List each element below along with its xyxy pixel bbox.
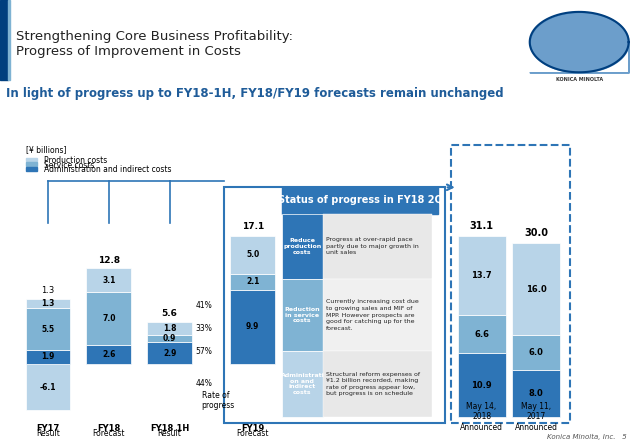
Text: FY18: FY18 [97,424,120,433]
Bar [282,187,438,214]
Text: 31.1: 31.1 [470,221,493,231]
Bar [458,354,506,417]
Bar [147,322,192,335]
Bar [230,274,275,290]
Text: May 11,
2017
Announced: May 11, 2017 Announced [515,402,557,431]
Bar [86,345,131,364]
Bar [224,187,445,424]
Bar [512,370,560,417]
Text: Administration and indirect costs: Administration and indirect costs [44,165,171,175]
Text: 33%: 33% [195,324,212,333]
Text: 1.8: 1.8 [163,324,177,333]
Text: May 14,
2018
Announced: May 14, 2018 Announced [460,402,503,431]
Bar [512,243,560,335]
Text: Konica Minolta, Inc.   5: Konica Minolta, Inc. 5 [547,434,627,440]
Bar [458,315,506,354]
Text: 8.0: 8.0 [529,389,543,398]
Text: 1.3: 1.3 [42,299,54,308]
Text: Structural reform expenses of
¥1.2 billion recorded, making
rate of progress app: Structural reform expenses of ¥1.2 billi… [326,372,420,396]
Text: Result: Result [36,429,60,438]
Bar [323,351,432,417]
Bar [230,290,275,364]
Text: 57%: 57% [195,347,212,356]
Bar [26,163,37,166]
Bar [26,350,70,364]
Text: 10.9: 10.9 [471,381,492,390]
Text: Result: Result [157,429,182,438]
Bar [230,236,275,274]
Bar [26,299,70,308]
Text: 6.0: 6.0 [529,348,543,358]
Text: 7.0: 7.0 [102,314,116,323]
Text: FY18.1H: FY18.1H [150,424,189,433]
Text: Service costs: Service costs [44,160,94,170]
Text: Currently increasing cost due
to growing sales and MIF of
MPP. However prospects: Currently increasing cost due to growing… [326,299,419,331]
Text: [¥ billions]: [¥ billions] [26,145,66,154]
Bar [86,292,131,345]
Text: 3.1: 3.1 [102,276,115,285]
Text: 6.6: 6.6 [474,330,489,339]
Text: 5.0: 5.0 [246,250,259,260]
Text: Forecast: Forecast [237,429,269,438]
Bar [26,167,37,171]
Text: Production costs: Production costs [44,155,107,165]
Bar [282,279,323,351]
Text: Rate of
progress: Rate of progress [202,391,235,410]
Text: 44%: 44% [195,380,212,389]
Text: Forecast: Forecast [93,429,125,438]
Text: 16.0: 16.0 [525,284,547,294]
Text: 9.9: 9.9 [246,323,259,331]
Bar [323,214,432,279]
Text: Reduce
production
costs: Reduce production costs [284,238,321,255]
Text: Status of progress in FY18 2Q: Status of progress in FY18 2Q [278,195,442,206]
Text: 2.1: 2.1 [246,277,259,286]
Text: Administrati
on and
indirect
costs: Administrati on and indirect costs [280,373,324,395]
Text: 41%: 41% [195,301,212,310]
Bar [0,0,8,80]
Bar [26,308,70,350]
Text: FY17: FY17 [36,424,60,433]
Text: 13.7: 13.7 [471,271,492,280]
Bar [26,158,37,161]
Text: Reduction
in service
costs: Reduction in service costs [285,307,320,323]
Bar [147,342,192,364]
Text: 1.3: 1.3 [42,286,54,295]
Text: -6.1: -6.1 [40,383,56,392]
Bar [147,335,192,342]
Text: 5.5: 5.5 [42,325,54,334]
Bar [282,214,323,279]
Bar [458,236,506,315]
Text: 0.9: 0.9 [163,334,176,343]
Bar [86,268,131,292]
Text: 2.9: 2.9 [163,349,176,358]
Text: 2.6: 2.6 [102,350,115,359]
Bar [323,279,432,351]
Text: In light of progress up to FY18-1H, FY18/FY19 forecasts remain unchanged: In light of progress up to FY18-1H, FY18… [6,87,504,100]
Text: 30.0: 30.0 [524,228,548,237]
Text: 1.9: 1.9 [42,353,54,361]
Bar [451,145,570,424]
Text: FY19: FY19 [241,424,264,433]
Bar [8,0,10,80]
Bar [282,351,323,417]
Text: Strengthening Core Business Profitability:
Progress of Improvement in Costs: Strengthening Core Business Profitabilit… [16,30,293,58]
Text: 5.6: 5.6 [162,309,177,318]
Text: 12.8: 12.8 [98,256,120,264]
Text: 17.1: 17.1 [242,222,264,231]
Text: KONICA MINOLTA: KONICA MINOLTA [556,77,603,82]
Bar [26,364,70,410]
Bar [512,335,560,370]
Text: Progress at over-rapid pace
partly due to major growth in
unit sales: Progress at over-rapid pace partly due t… [326,237,419,256]
